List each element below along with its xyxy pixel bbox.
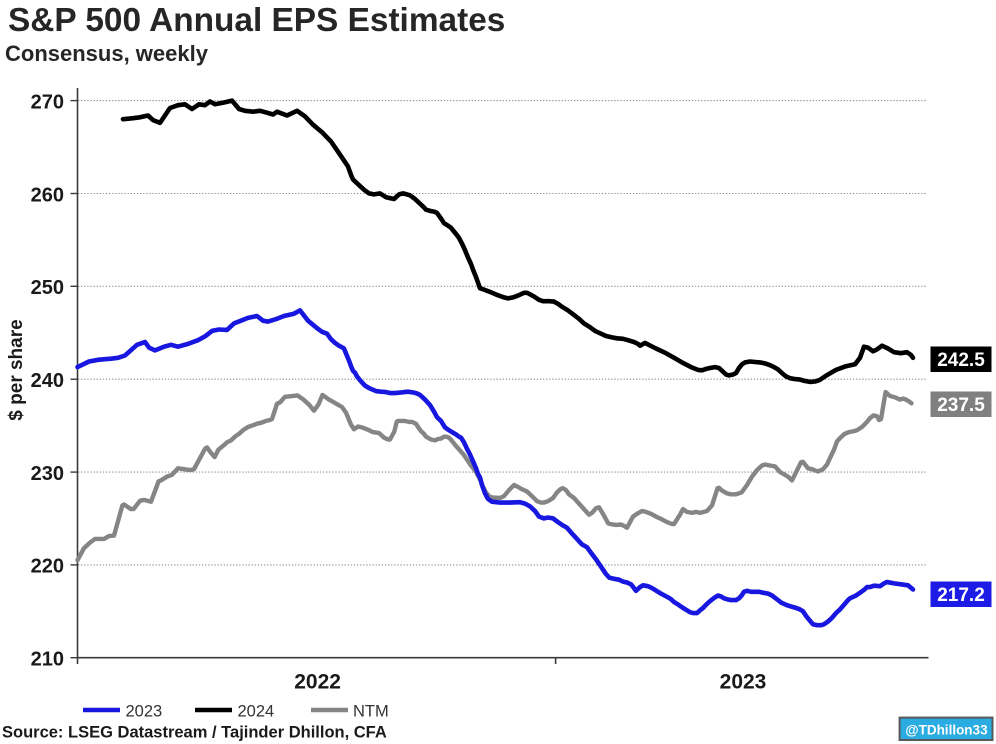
svg-text:217.2: 217.2 [937, 585, 985, 606]
svg-text:237.5: 237.5 [937, 395, 985, 416]
svg-text:240: 240 [31, 370, 64, 392]
svg-text:2023: 2023 [126, 703, 163, 721]
svg-text:250: 250 [31, 277, 64, 299]
svg-text:$ per share: $ per share [6, 319, 27, 420]
svg-text:210: 210 [31, 649, 64, 671]
svg-text:@TDhillon33: @TDhillon33 [905, 723, 988, 738]
svg-text:Source: LSEG Datastream / Taji: Source: LSEG Datastream / Tajinder Dhill… [2, 724, 387, 742]
svg-text:2023: 2023 [720, 670, 767, 693]
svg-text:270: 270 [31, 91, 64, 113]
svg-text:220: 220 [31, 556, 64, 578]
svg-text:260: 260 [31, 184, 64, 206]
svg-text:2024: 2024 [238, 703, 275, 721]
svg-text:230: 230 [31, 463, 64, 485]
svg-text:242.5: 242.5 [937, 350, 985, 371]
svg-text:NTM: NTM [353, 703, 389, 721]
svg-text:2022: 2022 [294, 670, 341, 693]
